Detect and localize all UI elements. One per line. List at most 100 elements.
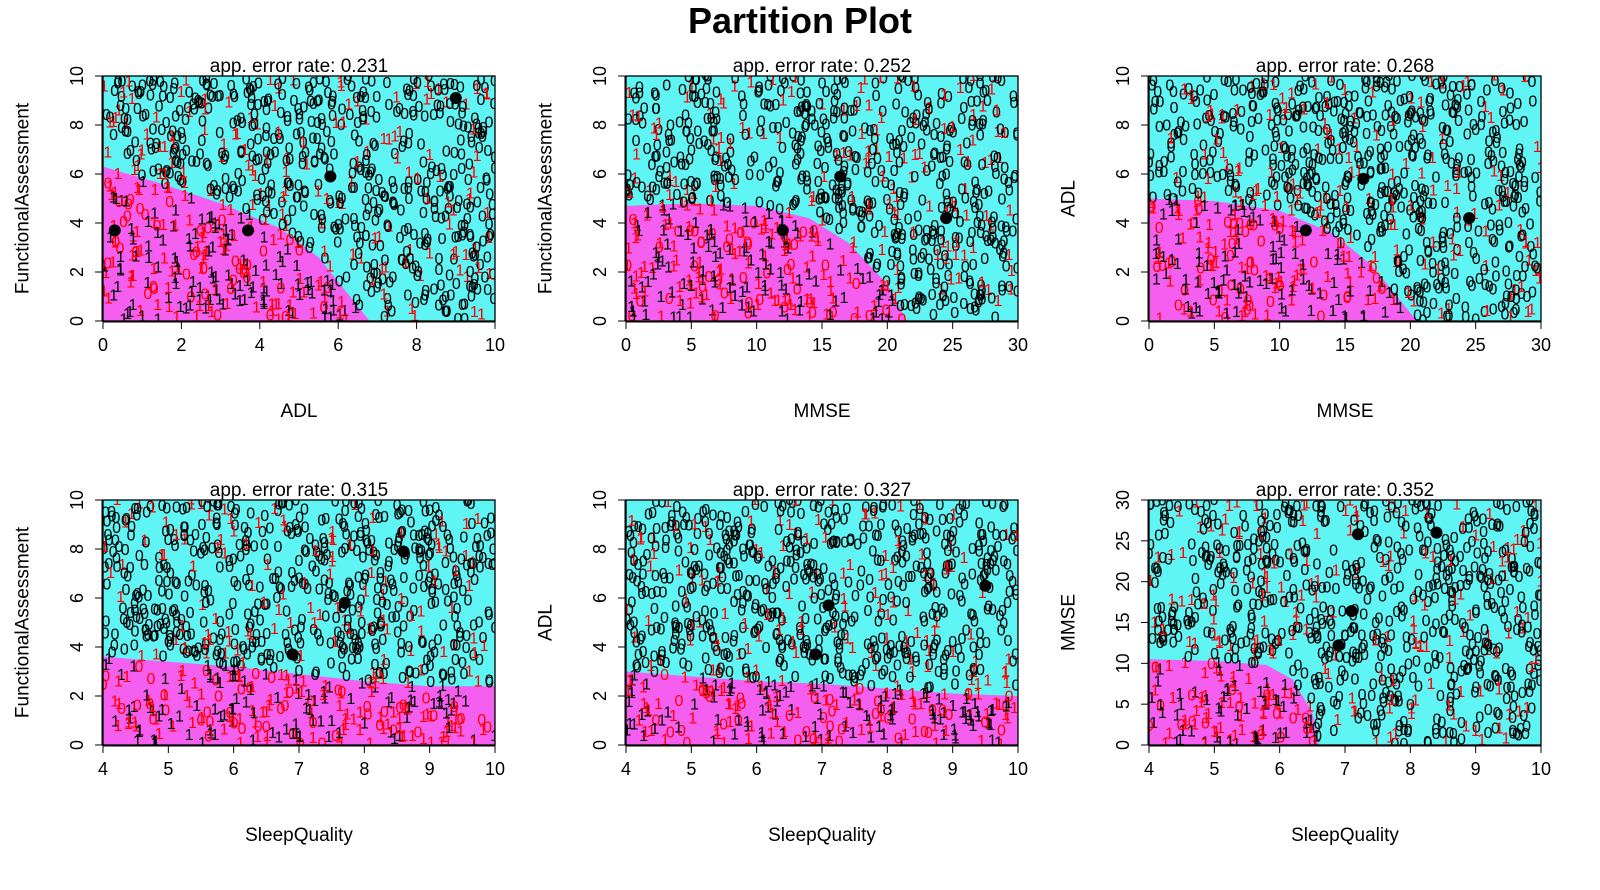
point-label: 0 bbox=[299, 199, 308, 216]
point-label: 0 bbox=[411, 295, 420, 312]
point-label: 0 bbox=[672, 518, 681, 535]
point-label: 1 bbox=[791, 492, 800, 509]
point-label: 1 bbox=[1195, 246, 1204, 263]
point-label: 1 bbox=[669, 708, 678, 725]
point-label: 0 bbox=[262, 144, 271, 161]
point-label: 1 bbox=[1386, 549, 1395, 566]
point-label: 0 bbox=[361, 516, 370, 533]
point-label: 1 bbox=[947, 559, 956, 576]
point-label: 0 bbox=[810, 536, 819, 553]
point-label: 0 bbox=[731, 569, 740, 586]
point-label: 1 bbox=[159, 217, 168, 234]
point-label: 0 bbox=[1002, 258, 1011, 275]
point-label: 0 bbox=[321, 511, 330, 528]
point-label: 1 bbox=[1494, 672, 1503, 689]
point-label: 1 bbox=[469, 631, 478, 648]
point-label: 1 bbox=[181, 73, 190, 90]
point-label: 0 bbox=[967, 94, 976, 111]
point-label: 0 bbox=[155, 98, 164, 115]
point-label: 0 bbox=[139, 602, 148, 619]
point-label: 1 bbox=[634, 223, 643, 240]
point-label: 1 bbox=[160, 687, 169, 704]
point-label: 0 bbox=[477, 92, 486, 109]
point-label: 0 bbox=[1509, 726, 1518, 743]
point-label: 1 bbox=[1152, 272, 1161, 289]
point-label: 1 bbox=[962, 691, 971, 708]
point-label: 0 bbox=[269, 660, 278, 677]
point-label: 0 bbox=[362, 278, 371, 295]
point-label: 0 bbox=[483, 282, 492, 299]
point-label: 0 bbox=[839, 206, 848, 223]
point-label: 0 bbox=[925, 580, 934, 597]
point-label: 0 bbox=[357, 615, 366, 632]
plot-frame bbox=[102, 75, 496, 322]
point-label: 1 bbox=[219, 137, 228, 154]
panel-subtitle: app. error rate: 0.327 bbox=[733, 480, 912, 501]
point-label: 0 bbox=[679, 656, 688, 673]
point-label: 1 bbox=[1180, 302, 1189, 319]
point-label: 0 bbox=[922, 546, 931, 563]
point-label: 0 bbox=[254, 76, 263, 93]
point-label: 0 bbox=[809, 569, 818, 586]
point-label: 1 bbox=[228, 668, 237, 685]
point-label: 0 bbox=[423, 235, 432, 252]
point-label: 1 bbox=[983, 714, 992, 731]
point-label: 0 bbox=[133, 586, 142, 603]
x-tick-label: 30 bbox=[1008, 335, 1028, 355]
point-label: 0 bbox=[101, 614, 110, 631]
point-label: 0 bbox=[203, 220, 212, 237]
point-label: 1 bbox=[779, 92, 788, 109]
point-label: 1 bbox=[1271, 730, 1280, 747]
point-label: 0 bbox=[799, 225, 808, 242]
point-label: 0 bbox=[1270, 177, 1279, 194]
point-label: 0 bbox=[315, 72, 324, 89]
point-label: 1 bbox=[764, 700, 773, 717]
point-label: 0 bbox=[1518, 268, 1527, 285]
point-label: 1 bbox=[1202, 692, 1211, 709]
point-label: 0 bbox=[397, 636, 406, 653]
point-label: 0 bbox=[164, 532, 173, 549]
point-label: 1 bbox=[865, 713, 874, 730]
point-label: 0 bbox=[144, 617, 153, 634]
point-label: 0 bbox=[271, 144, 280, 161]
point-label: 1 bbox=[235, 293, 244, 310]
point-label: 1 bbox=[967, 672, 976, 689]
point-label: 0 bbox=[1174, 499, 1183, 516]
point-label: 0 bbox=[196, 713, 205, 730]
point-label: 0 bbox=[1245, 298, 1254, 315]
point-label: 0 bbox=[814, 174, 823, 191]
point-label: 0 bbox=[679, 195, 688, 212]
point-label: 1 bbox=[713, 573, 722, 590]
point-label: 0 bbox=[1371, 615, 1380, 632]
point-label: 1 bbox=[412, 76, 421, 93]
point-label: 1 bbox=[205, 632, 214, 649]
point-label: 0 bbox=[372, 547, 381, 564]
point-label: 0 bbox=[105, 110, 114, 127]
point-label: 0 bbox=[1440, 612, 1449, 629]
point-label: 0 bbox=[899, 139, 908, 156]
point-label: 1 bbox=[864, 143, 873, 160]
point-label: 0 bbox=[977, 527, 986, 544]
point-label: 0 bbox=[1196, 83, 1205, 100]
point-label: 0 bbox=[925, 657, 934, 674]
point-label: 0 bbox=[1389, 671, 1398, 688]
point-label: 0 bbox=[1247, 608, 1256, 625]
point-label: 0 bbox=[866, 641, 875, 658]
point-label: 0 bbox=[891, 518, 900, 535]
point-label: 0 bbox=[294, 630, 303, 647]
point-label: 1 bbox=[803, 292, 812, 309]
point-label: 1 bbox=[961, 704, 970, 721]
point-label: 0 bbox=[890, 163, 899, 180]
point-label: 1 bbox=[767, 236, 776, 253]
point-label: 1 bbox=[966, 712, 975, 729]
point-label: 0 bbox=[1317, 703, 1326, 720]
point-label: 0 bbox=[681, 107, 690, 124]
point-label: 1 bbox=[294, 686, 303, 703]
point-label: 0 bbox=[1527, 504, 1536, 521]
point-label: 0 bbox=[368, 238, 377, 255]
point-label: 1 bbox=[893, 70, 902, 87]
point-label: 0 bbox=[405, 83, 414, 100]
point-label: 1 bbox=[848, 240, 857, 257]
point-label: 1 bbox=[1185, 634, 1194, 651]
point-label: 0 bbox=[362, 533, 371, 550]
